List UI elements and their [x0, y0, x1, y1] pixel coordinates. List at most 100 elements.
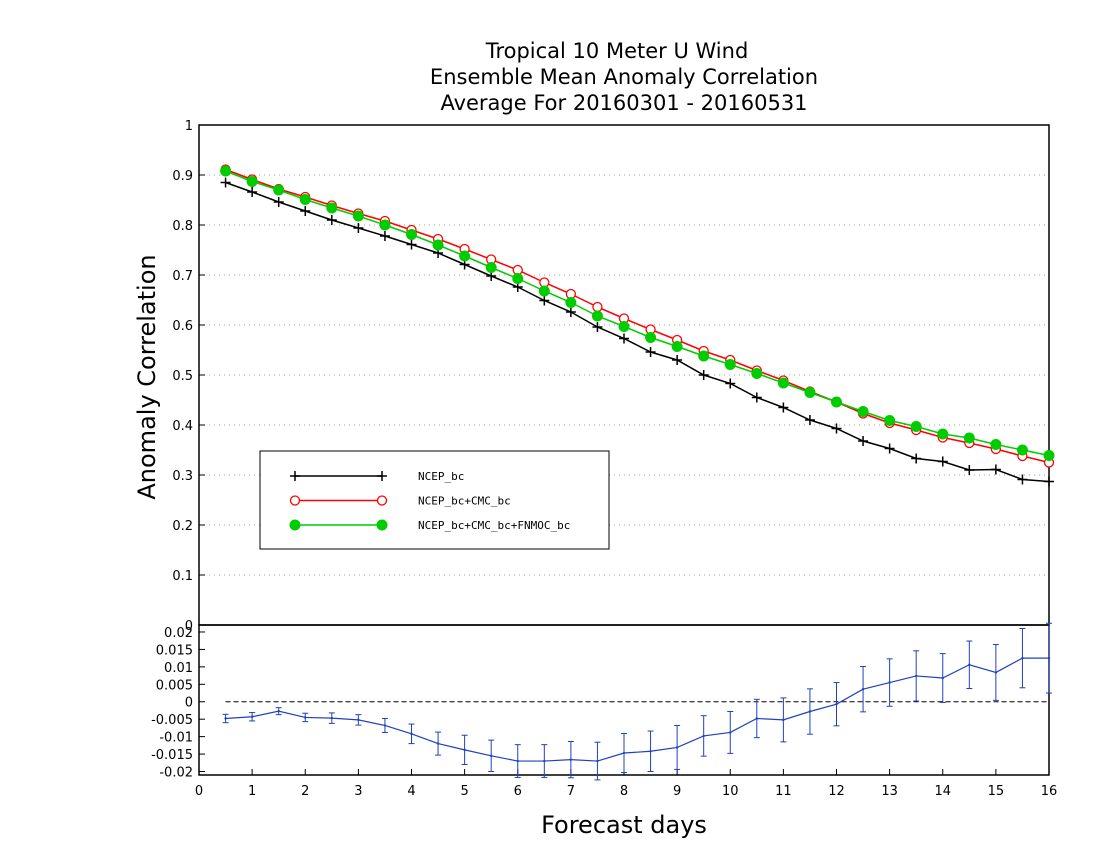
series-marker — [963, 432, 975, 444]
series-line — [225, 170, 1050, 457]
x-tick-label: 16 — [1041, 784, 1058, 799]
y-tick-label: 0.2 — [172, 519, 193, 534]
x-tick-label: 10 — [722, 784, 739, 799]
difference-point — [861, 687, 865, 691]
difference-point — [649, 750, 652, 753]
series-marker — [698, 370, 709, 380]
difference-point — [782, 718, 785, 722]
difference-point — [1047, 656, 1051, 660]
series-marker — [804, 415, 815, 425]
series-marker — [645, 347, 656, 357]
series-marker — [804, 387, 816, 398]
x-tick-label: 2 — [301, 784, 309, 799]
series-marker — [990, 439, 1002, 450]
series-marker — [1043, 450, 1055, 461]
series-marker — [485, 262, 497, 273]
series-marker — [376, 495, 388, 506]
series-marker — [299, 194, 311, 205]
series-marker — [539, 295, 550, 306]
series-marker — [937, 456, 948, 467]
legend-label: NCEP_bc+CMC_bc+FNMOC_bc — [418, 519, 570, 532]
x-tick-label: 15 — [988, 784, 1005, 799]
series-marker — [326, 215, 337, 225]
y-tick-label: 0 — [185, 619, 193, 634]
x-tick-label: 0 — [195, 784, 203, 799]
x-tick-label: 1 — [248, 784, 256, 799]
series-marker — [379, 219, 391, 231]
series-marker — [376, 519, 388, 531]
series-marker — [406, 239, 417, 250]
y-tick-label: 0.4 — [172, 419, 193, 434]
difference-point — [808, 710, 812, 713]
series-marker — [777, 377, 789, 389]
legend-label: NCEP_bc — [418, 470, 464, 483]
series-marker — [964, 465, 975, 475]
series-marker — [565, 297, 577, 308]
series-marker — [220, 177, 231, 188]
legend-label: NCEP_bc+CMC_bc — [418, 495, 511, 508]
difference-point — [410, 732, 413, 736]
y-tick-label: 1 — [185, 119, 193, 134]
series-marker — [857, 406, 869, 417]
series-marker — [1017, 474, 1028, 485]
difference-panel: -0.02 -0.015 -0.01 -0.005 0 0.005 0.01 0.015 0.0… — [151, 622, 1058, 799]
series-marker — [512, 273, 524, 284]
series-marker — [565, 307, 576, 317]
difference-point — [463, 748, 466, 752]
series-marker — [290, 471, 300, 481]
y-tick-label: -0.005 — [151, 713, 193, 728]
y-tick-label: 0.6 — [172, 319, 193, 334]
series-marker — [910, 421, 922, 432]
y-axis-label: Anomaly Correlation — [133, 254, 161, 499]
x-tick-label: 5 — [460, 784, 468, 799]
x-tick-label: 12 — [828, 784, 845, 799]
series-marker — [592, 301, 603, 313]
y-tick-label: 0 — [185, 696, 193, 711]
legend-entry: NCEP_bc+CMC_bc — [289, 495, 511, 508]
legend-entry: NCEP_bc — [290, 470, 464, 483]
legend-entry: NCEP_bc+CMC_bc+FNMOC_bc — [289, 519, 570, 532]
series-marker — [884, 443, 895, 454]
difference-point — [489, 754, 493, 758]
series-1 — [220, 177, 1054, 487]
difference-point — [224, 717, 227, 720]
series-marker — [300, 206, 311, 216]
y-tick-label: 0.02 — [164, 626, 193, 641]
series-marker — [831, 423, 842, 434]
difference-point — [357, 718, 360, 722]
difference-point — [702, 734, 705, 738]
series-marker — [273, 184, 285, 196]
x-tick-label: 4 — [407, 784, 415, 799]
series-marker — [289, 495, 301, 506]
x-axis-label: Forecast days — [541, 811, 707, 839]
y-tick-label: -0.01 — [159, 731, 193, 746]
difference-point — [516, 759, 519, 763]
series-marker — [1016, 444, 1028, 456]
series-marker — [937, 428, 949, 440]
series-marker — [289, 519, 301, 531]
series-2 — [220, 164, 1055, 468]
y-tick-label: -0.02 — [159, 766, 193, 781]
difference-point — [383, 724, 387, 727]
difference-point — [675, 746, 679, 749]
title-line-2: Ensemble Mean Anomaly Correlation — [430, 65, 818, 89]
series-marker — [406, 229, 417, 240]
series-marker — [751, 392, 762, 403]
title-line-1: Tropical 10 Meter U Wind — [485, 39, 749, 63]
series-marker — [592, 322, 603, 332]
difference-point — [941, 676, 944, 680]
series-marker — [725, 378, 736, 389]
x-tick-label: 13 — [881, 784, 898, 799]
difference-point — [622, 751, 626, 755]
legend: NCEP_bc NCEP_bc+CMC_bc NCEP_bc+CMC_bc+FNMO… — [259, 450, 610, 550]
y-tick-label: 0.9 — [172, 169, 193, 184]
x-tick-label: 9 — [673, 784, 681, 799]
series-marker — [591, 310, 603, 322]
x-tick-label: 3 — [354, 784, 362, 799]
y-tick-label: 0.005 — [156, 678, 193, 693]
series-marker — [1044, 476, 1054, 487]
difference-point — [755, 717, 759, 720]
y-tick-label: 0.8 — [172, 219, 193, 234]
